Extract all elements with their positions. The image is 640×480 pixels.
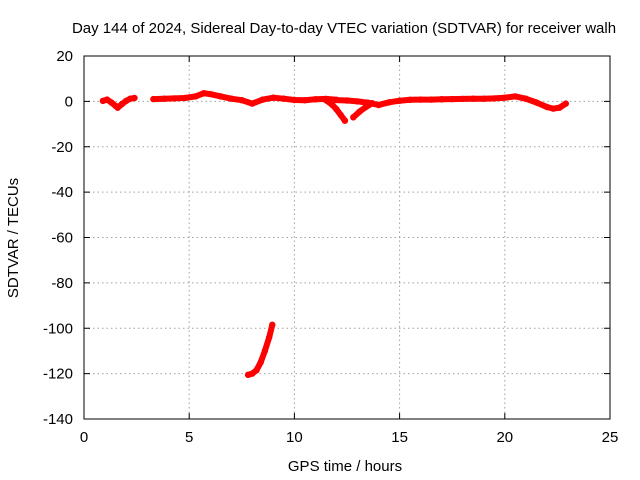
data-point (550, 105, 557, 112)
data-point (385, 99, 393, 106)
data-point (459, 95, 466, 103)
data-point (280, 95, 288, 102)
data-point (491, 95, 498, 102)
x-axis-label: GPS time / hours (288, 458, 402, 475)
y-tick-label: -40 (51, 184, 73, 201)
data-point (522, 95, 529, 102)
data-point (562, 100, 569, 107)
data-point (533, 99, 540, 106)
y-tick-label: -120 (43, 366, 73, 383)
series-satellite-track-b (150, 90, 340, 107)
x-tick-label: 0 (80, 429, 88, 446)
x-tick-label: 5 (185, 429, 193, 446)
x-tick-label: 20 (496, 429, 513, 446)
data-point (266, 334, 273, 341)
data-point (131, 94, 138, 102)
data-series (99, 90, 569, 378)
data-point (312, 96, 319, 103)
data-point (228, 95, 235, 102)
data-point (160, 95, 168, 102)
series-trace (245, 321, 276, 378)
axes: 20 0 -20 -40 -60 -80 -100 -120 -140 0 5 10 15 20 25 (43, 48, 618, 446)
data-point (501, 94, 508, 101)
data-point (438, 96, 445, 103)
data-point (396, 97, 403, 104)
plot-frame (83, 55, 611, 420)
data-point (301, 97, 309, 104)
data-point (171, 95, 178, 102)
data-point (259, 96, 266, 103)
data-point (329, 96, 336, 104)
x-tick-label: 15 (391, 429, 408, 446)
data-point (356, 108, 363, 115)
chart-title: Day 144 of 2024, Sidereal Day-to-day VTE… (72, 20, 616, 37)
data-point (192, 93, 199, 100)
data-point (269, 321, 276, 328)
x-tick-label: 10 (286, 429, 303, 446)
data-point (337, 111, 344, 119)
y-tick-label: -20 (51, 139, 73, 156)
y-tick-label: -80 (51, 275, 73, 292)
data-point (417, 96, 424, 103)
data-point (207, 90, 214, 98)
y-tick-label: -140 (43, 411, 73, 428)
data-point (200, 90, 208, 97)
data-point (369, 100, 376, 107)
series-satellite-track-d (329, 96, 445, 109)
data-point (350, 114, 357, 121)
data-point (428, 96, 435, 103)
data-point (150, 95, 157, 103)
data-point (343, 97, 351, 104)
data-point (354, 98, 361, 105)
data-point (406, 96, 414, 104)
series-satellite-track-e (350, 100, 376, 121)
series-satellite-track-a (99, 94, 138, 111)
data-point (341, 117, 349, 124)
y-tick-label: 0 (65, 93, 73, 110)
data-point (114, 104, 121, 111)
series-satellite-track-g (244, 321, 276, 378)
x-tick-label: 25 (602, 429, 619, 446)
data-point (257, 359, 264, 366)
data-point (480, 95, 487, 102)
data-point (261, 347, 269, 355)
data-point (249, 100, 256, 107)
y-axis-label: SDTVAR / TECUs (5, 178, 22, 298)
y-tick-label: -60 (51, 230, 73, 247)
data-point (333, 106, 340, 113)
data-point (470, 95, 477, 102)
data-point (556, 104, 563, 111)
data-point (362, 103, 370, 111)
grid-lines (84, 56, 610, 419)
series-satellite-track-c (322, 97, 349, 124)
data-point (329, 101, 336, 109)
data-point (543, 103, 551, 111)
y-tick-label: -100 (43, 320, 73, 337)
data-point (253, 367, 260, 374)
data-point (238, 97, 245, 104)
data-point (375, 101, 382, 109)
data-point (322, 97, 330, 104)
data-point (181, 94, 189, 102)
data-point (270, 94, 277, 101)
data-point (449, 95, 456, 103)
y-tick-label: 20 (56, 48, 73, 65)
data-point (291, 96, 298, 104)
series-satellite-track-f (438, 93, 569, 112)
series-trace (150, 90, 340, 107)
series-trace (350, 100, 376, 121)
data-point (512, 93, 519, 100)
data-point (217, 93, 224, 100)
